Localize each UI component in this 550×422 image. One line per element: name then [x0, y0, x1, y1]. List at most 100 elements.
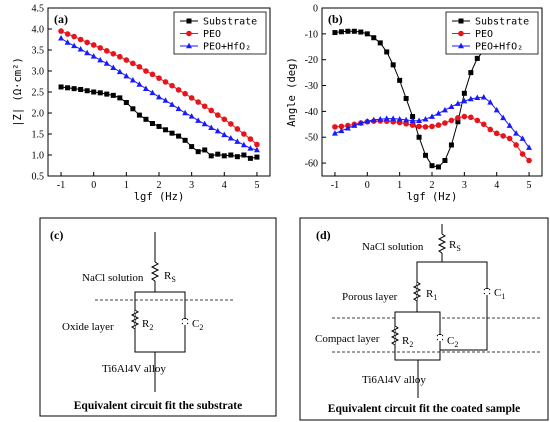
- data-point: [77, 45, 84, 52]
- data-point: [461, 97, 468, 104]
- data-point: [390, 62, 396, 68]
- data-point: [175, 87, 182, 93]
- data-point: [97, 56, 104, 63]
- data-point: [519, 151, 526, 157]
- data-point: [84, 88, 90, 94]
- data-point: [228, 152, 234, 158]
- data-point: [493, 130, 500, 137]
- data-point: [345, 28, 351, 34]
- circuit-coated-panel: (d) NaCl solution RS Porous layer R1 C1 …: [299, 217, 549, 421]
- data-point: [454, 100, 461, 106]
- panel-label: (a): [54, 12, 68, 26]
- series-peo-hfo-: [58, 35, 260, 153]
- legend-label: PEO+HfO₂: [203, 42, 251, 53]
- data-point: [136, 112, 142, 118]
- data-point: [169, 101, 176, 107]
- data-point: [214, 127, 221, 134]
- capacitor-gap: [438, 335, 442, 341]
- y-tick-label: 3.0: [32, 67, 45, 78]
- data-point: [175, 105, 182, 112]
- data-point: [253, 146, 260, 153]
- r2-label: R2: [142, 318, 153, 332]
- data-point: [364, 31, 370, 37]
- capacitor-gap: [485, 289, 489, 295]
- panel-label: (b): [328, 12, 343, 26]
- data-point: [149, 89, 156, 96]
- data-point: [357, 119, 364, 126]
- y-tick-label: 3.5: [32, 46, 45, 57]
- data-point: [429, 113, 435, 119]
- resistor-rs-symbol: [150, 261, 160, 282]
- data-point: [435, 110, 442, 116]
- data-point: [416, 134, 422, 140]
- x-tick-label: 5: [527, 180, 532, 191]
- data-point: [468, 70, 474, 76]
- data-point: [254, 154, 260, 160]
- data-point: [461, 90, 467, 96]
- data-point: [390, 115, 397, 121]
- y-tick-label: -60: [305, 159, 318, 170]
- data-point: [90, 42, 97, 48]
- data-point: [136, 64, 143, 70]
- y-tick-label: 4.5: [32, 4, 45, 15]
- data-point: [422, 115, 429, 122]
- capacitor-gap: [183, 319, 187, 325]
- data-point: [487, 126, 494, 133]
- legend-swatch-marker: [458, 42, 464, 49]
- series-peo: [58, 28, 260, 148]
- data-point: [234, 138, 241, 144]
- data-point: [189, 144, 195, 150]
- data-point: [149, 71, 156, 78]
- x-tick-label: -1: [331, 180, 339, 191]
- data-point: [195, 117, 202, 123]
- data-point: [338, 123, 345, 130]
- data-point: [519, 135, 526, 141]
- data-point: [403, 95, 409, 101]
- data-point: [202, 147, 208, 153]
- data-point: [90, 53, 97, 59]
- x-axis-label: lgf (Hz): [134, 191, 185, 203]
- data-point: [71, 33, 77, 40]
- x-tick-label: -1: [57, 180, 65, 191]
- data-point: [429, 163, 435, 169]
- rs-label: RS: [164, 270, 176, 284]
- data-point: [332, 124, 338, 130]
- data-point: [403, 116, 410, 123]
- data-point: [441, 106, 448, 113]
- data-point: [77, 36, 84, 43]
- data-point: [215, 151, 221, 157]
- legend-label: PEO: [203, 29, 221, 40]
- data-point: [201, 103, 208, 110]
- c1-label: C1: [494, 287, 505, 301]
- data-point: [442, 157, 448, 163]
- data-point: [403, 120, 409, 127]
- x-tick-label: 1: [397, 180, 402, 191]
- data-point: [455, 119, 461, 125]
- panel-c-frame: [39, 217, 277, 417]
- data-point: [513, 142, 519, 148]
- y-axis-label: Angle (deg): [286, 57, 298, 127]
- data-point: [344, 124, 351, 131]
- resistor-r2-symbol: [390, 325, 400, 346]
- data-point: [182, 137, 188, 143]
- data-point: [435, 164, 441, 170]
- data-point: [117, 95, 123, 101]
- series-substrate: [58, 84, 260, 161]
- data-point: [156, 123, 162, 129]
- data-point: [188, 95, 195, 101]
- data-point: [58, 35, 65, 41]
- rs-label: RS: [449, 239, 461, 253]
- outer-parallel-box: [416, 261, 488, 351]
- data-point: [78, 86, 84, 92]
- c2-label: C2: [192, 318, 203, 332]
- data-point: [461, 113, 468, 120]
- data-point: [84, 49, 91, 56]
- data-point: [422, 124, 429, 130]
- data-point: [351, 122, 358, 128]
- data-point: [149, 121, 155, 126]
- r1-label: R1: [426, 288, 437, 302]
- data-point: [468, 114, 474, 121]
- data-point: [58, 84, 64, 90]
